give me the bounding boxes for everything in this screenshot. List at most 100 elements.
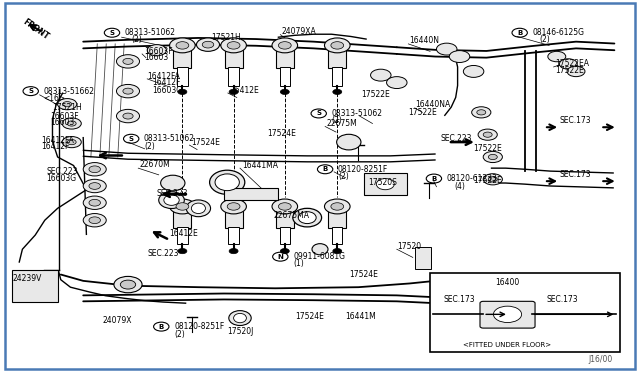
Text: 16412F: 16412F: [42, 142, 70, 151]
Circle shape: [331, 203, 344, 210]
Text: S: S: [129, 136, 134, 142]
Text: 08120-8251F: 08120-8251F: [338, 165, 388, 174]
Circle shape: [483, 151, 502, 163]
Circle shape: [176, 42, 189, 49]
Circle shape: [478, 129, 497, 140]
Text: SEC.223: SEC.223: [46, 167, 77, 176]
Text: SEC.223: SEC.223: [157, 189, 188, 198]
Circle shape: [331, 42, 344, 49]
Text: SEC.223: SEC.223: [440, 134, 472, 143]
Text: 08313-51662: 08313-51662: [44, 87, 95, 96]
Circle shape: [493, 306, 522, 323]
Circle shape: [62, 118, 81, 129]
Ellipse shape: [298, 212, 316, 224]
Circle shape: [449, 51, 470, 62]
Circle shape: [324, 38, 350, 53]
Bar: [228, 227, 239, 244]
Text: 24079XA: 24079XA: [282, 27, 316, 36]
Text: 16440NA: 16440NA: [415, 100, 450, 109]
Text: 08313-51062: 08313-51062: [125, 28, 176, 37]
Circle shape: [548, 51, 566, 62]
Text: N: N: [277, 254, 284, 260]
Text: B: B: [431, 176, 436, 182]
Text: 16400: 16400: [495, 278, 520, 287]
Text: SEC.173: SEC.173: [546, 295, 578, 304]
Text: 17522EA: 17522EA: [556, 60, 589, 68]
Ellipse shape: [293, 208, 321, 227]
Circle shape: [324, 199, 350, 214]
Text: 17520J: 17520J: [227, 327, 253, 336]
Circle shape: [227, 42, 240, 49]
Ellipse shape: [312, 244, 328, 255]
Circle shape: [83, 214, 106, 227]
Text: 17524E: 17524E: [268, 129, 296, 138]
Circle shape: [123, 58, 133, 64]
Ellipse shape: [161, 175, 185, 191]
Bar: [415, 247, 431, 269]
Ellipse shape: [229, 311, 252, 326]
Bar: [224, 188, 278, 200]
Ellipse shape: [186, 200, 211, 217]
Circle shape: [280, 89, 289, 94]
Circle shape: [123, 113, 133, 119]
Text: 22675MA: 22675MA: [274, 211, 310, 220]
Text: 08313-51062: 08313-51062: [332, 109, 383, 118]
Circle shape: [83, 196, 106, 209]
Circle shape: [278, 203, 291, 210]
Text: 08146-6125G: 08146-6125G: [532, 28, 584, 37]
Text: B: B: [159, 324, 164, 330]
Text: 08120-61233: 08120-61233: [447, 174, 497, 183]
Ellipse shape: [191, 203, 205, 214]
Text: 16412FA: 16412FA: [147, 72, 180, 81]
Bar: [12, 270, 58, 302]
Bar: [332, 67, 342, 86]
Text: S: S: [316, 110, 321, 116]
Text: <16>: <16>: [44, 94, 66, 103]
Bar: [173, 47, 191, 68]
Text: 17521H: 17521H: [52, 103, 82, 112]
Circle shape: [176, 203, 189, 210]
Circle shape: [272, 199, 298, 214]
Text: 16603G: 16603G: [152, 86, 182, 94]
Bar: [276, 208, 294, 228]
Bar: [328, 208, 346, 228]
Bar: [177, 67, 188, 86]
Circle shape: [83, 163, 106, 176]
Circle shape: [89, 199, 100, 206]
Text: B: B: [323, 166, 328, 172]
Circle shape: [229, 248, 238, 254]
Text: SEC.223: SEC.223: [147, 249, 179, 258]
Ellipse shape: [159, 192, 184, 208]
Text: 16603: 16603: [144, 53, 168, 62]
Ellipse shape: [164, 195, 179, 205]
Text: SEC.173: SEC.173: [560, 170, 591, 179]
Bar: [364, 173, 407, 195]
Text: 08120-8251F: 08120-8251F: [174, 322, 225, 331]
Bar: [228, 67, 239, 86]
Circle shape: [280, 248, 289, 254]
Bar: [276, 47, 294, 68]
Circle shape: [120, 280, 136, 289]
Circle shape: [567, 66, 585, 77]
Text: 17520S: 17520S: [368, 178, 397, 187]
Text: 17524E: 17524E: [349, 270, 378, 279]
Text: 16603G: 16603G: [46, 174, 76, 183]
Text: (4): (4): [454, 182, 465, 190]
Text: (2): (2): [332, 116, 342, 125]
Bar: [173, 208, 191, 228]
Circle shape: [272, 38, 298, 53]
Text: 17524E: 17524E: [296, 312, 324, 321]
Text: (2): (2): [539, 35, 550, 44]
Ellipse shape: [210, 170, 244, 194]
Circle shape: [221, 38, 246, 53]
Text: SEC.173: SEC.173: [560, 116, 591, 125]
Circle shape: [278, 42, 291, 49]
Circle shape: [229, 89, 238, 94]
Ellipse shape: [215, 174, 239, 190]
Text: 16412E: 16412E: [230, 86, 259, 94]
Circle shape: [436, 43, 457, 55]
Text: (2): (2): [174, 330, 185, 339]
Text: B: B: [517, 30, 522, 36]
Text: (1): (1): [293, 259, 304, 268]
Circle shape: [559, 59, 577, 69]
